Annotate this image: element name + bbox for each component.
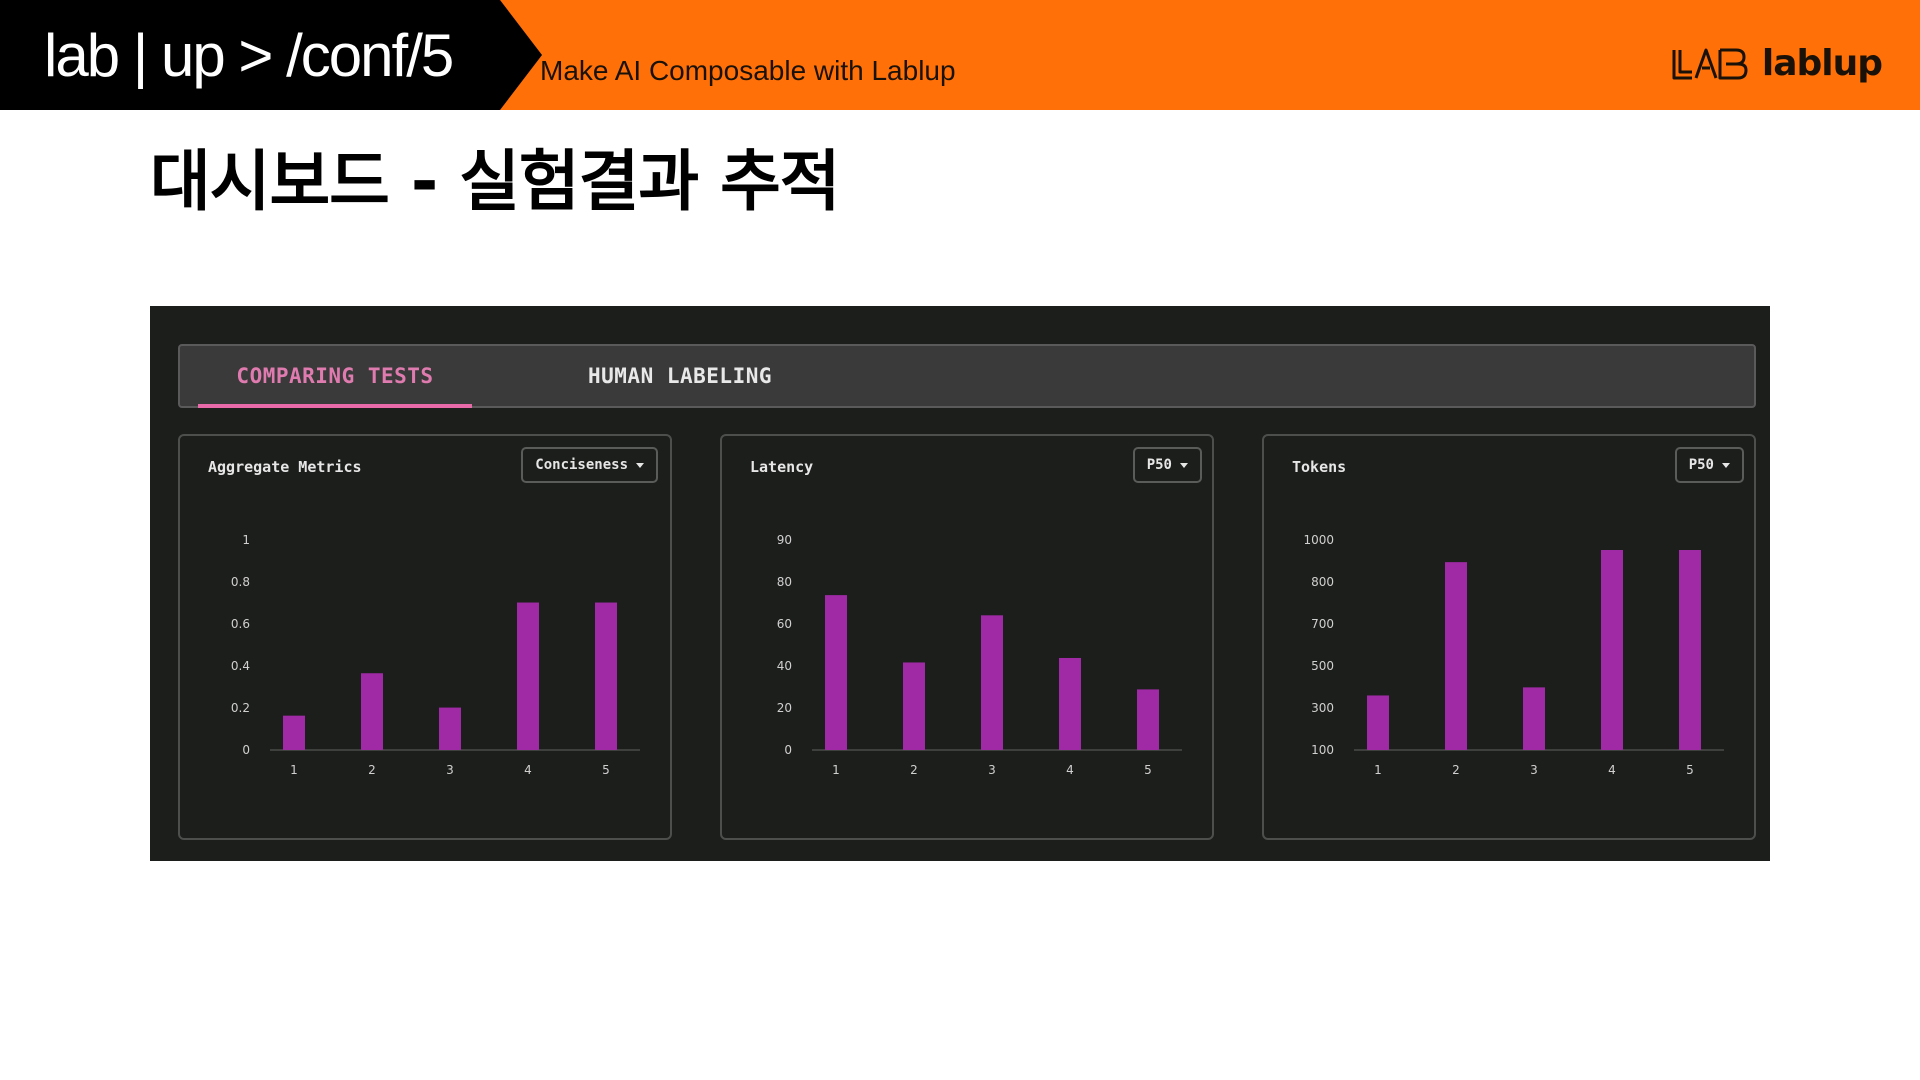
aggregate-metrics-panel: Aggregate Metrics Conciseness 0 0.2 0.4 0.6… [178, 434, 672, 840]
x-tick-label: 4 [1608, 763, 1616, 777]
lablup-logo-icon [1672, 48, 1748, 80]
caret-down-icon [1722, 462, 1730, 468]
x-tick-label: 2 [1452, 763, 1460, 777]
latency-chart: 0 20 40 60 80 90 1 2 3 4 5 [777, 533, 1182, 777]
tab-human-labeling[interactable]: HUMAN LABELING [588, 364, 773, 388]
y-tick-label: 0.6 [231, 617, 250, 631]
x-tick-label: 5 [1144, 763, 1152, 777]
y-tick-label: 100 [1311, 743, 1334, 757]
y-tick-label: 1000 [1303, 533, 1334, 547]
tokens-panel: Tokens P50 100 300 500 700 800 1000 1 2 3 4 5 [1262, 434, 1756, 840]
x-tick-label: 1 [832, 763, 840, 777]
bar [283, 715, 305, 750]
percentile-dropdown[interactable]: P50 [1132, 447, 1202, 483]
bar [1137, 689, 1159, 750]
bar [439, 707, 461, 750]
y-tick-label: 40 [777, 659, 792, 673]
bar [1367, 695, 1389, 750]
tab-bar: COMPARING TESTS HUMAN LABELING [178, 344, 1756, 408]
brand-name: lablup [1761, 43, 1883, 84]
bar [595, 602, 617, 750]
conference-tagline: Make AI Composable with Lablup [540, 55, 956, 86]
y-tick-label: 700 [1311, 617, 1334, 631]
bar [517, 602, 539, 750]
conference-badge: lab | up > /conf/5 [0, 0, 542, 110]
bar [1445, 562, 1467, 750]
y-tick-label: 0.2 [231, 701, 250, 715]
x-tick-label: 1 [1374, 763, 1382, 777]
x-tick-label: 3 [1530, 763, 1538, 777]
aggregate-metrics-chart: 0 0.2 0.4 0.6 0.8 1 1 2 3 4 5 [231, 533, 640, 777]
y-tick-label: 300 [1311, 701, 1334, 715]
x-tick-label: 5 [1686, 763, 1694, 777]
panel-title: Aggregate Metrics [208, 458, 362, 476]
conference-title: lab | up > /conf/5 [44, 22, 454, 89]
latency-panel: Latency P50 0 20 40 60 80 90 1 2 3 4 5 [720, 434, 1214, 840]
y-tick-label: 0 [784, 743, 792, 757]
metric-dropdown[interactable]: Conciseness [521, 447, 658, 483]
dropdown-value: P50 [1146, 457, 1172, 473]
dashboard-screenshot: COMPARING TESTS HUMAN LABELING Aggregate… [150, 306, 1770, 861]
x-tick-label: 4 [524, 763, 532, 777]
panel-title: Tokens [1292, 458, 1347, 476]
slide-title: 대시보드 - 실험결과 추적 [150, 143, 841, 220]
bar [1601, 550, 1623, 750]
y-tick-label: 60 [777, 617, 792, 631]
tokens-chart: 100 300 500 700 800 1000 1 2 3 4 5 [1303, 533, 1724, 777]
panel-title: Latency [750, 458, 814, 476]
bar [825, 595, 847, 750]
y-tick-label: 1 [242, 533, 250, 547]
x-tick-label: 2 [368, 763, 376, 777]
bar [1679, 550, 1701, 750]
caret-down-icon [1180, 462, 1188, 468]
y-tick-label: 800 [1311, 575, 1334, 589]
bar [1059, 657, 1081, 750]
y-tick-label: 0.8 [231, 575, 250, 589]
tab-comparing-tests[interactable]: COMPARING TESTS [198, 346, 472, 408]
dropdown-value: Conciseness [535, 457, 628, 473]
y-tick-label: 0.4 [231, 659, 250, 673]
y-tick-label: 500 [1311, 659, 1334, 673]
header-banner: lab | up > /conf/5 Make AI Composable wi… [0, 0, 1920, 110]
bar [1523, 687, 1545, 750]
y-tick-label: 90 [777, 533, 792, 547]
x-tick-label: 1 [290, 763, 298, 777]
y-tick-label: 0 [242, 743, 250, 757]
x-tick-label: 4 [1066, 763, 1074, 777]
percentile-dropdown[interactable]: P50 [1674, 447, 1744, 483]
bar [903, 662, 925, 750]
x-tick-label: 5 [602, 763, 610, 777]
bar [361, 673, 383, 750]
x-tick-label: 2 [910, 763, 918, 777]
dropdown-value: P50 [1688, 457, 1714, 473]
bar [981, 615, 1003, 750]
y-tick-label: 20 [777, 701, 792, 715]
x-tick-label: 3 [446, 763, 454, 777]
x-tick-label: 3 [988, 763, 996, 777]
caret-down-icon [636, 462, 644, 468]
y-tick-label: 80 [777, 575, 792, 589]
brand-logo: lablup [1670, 43, 1883, 84]
